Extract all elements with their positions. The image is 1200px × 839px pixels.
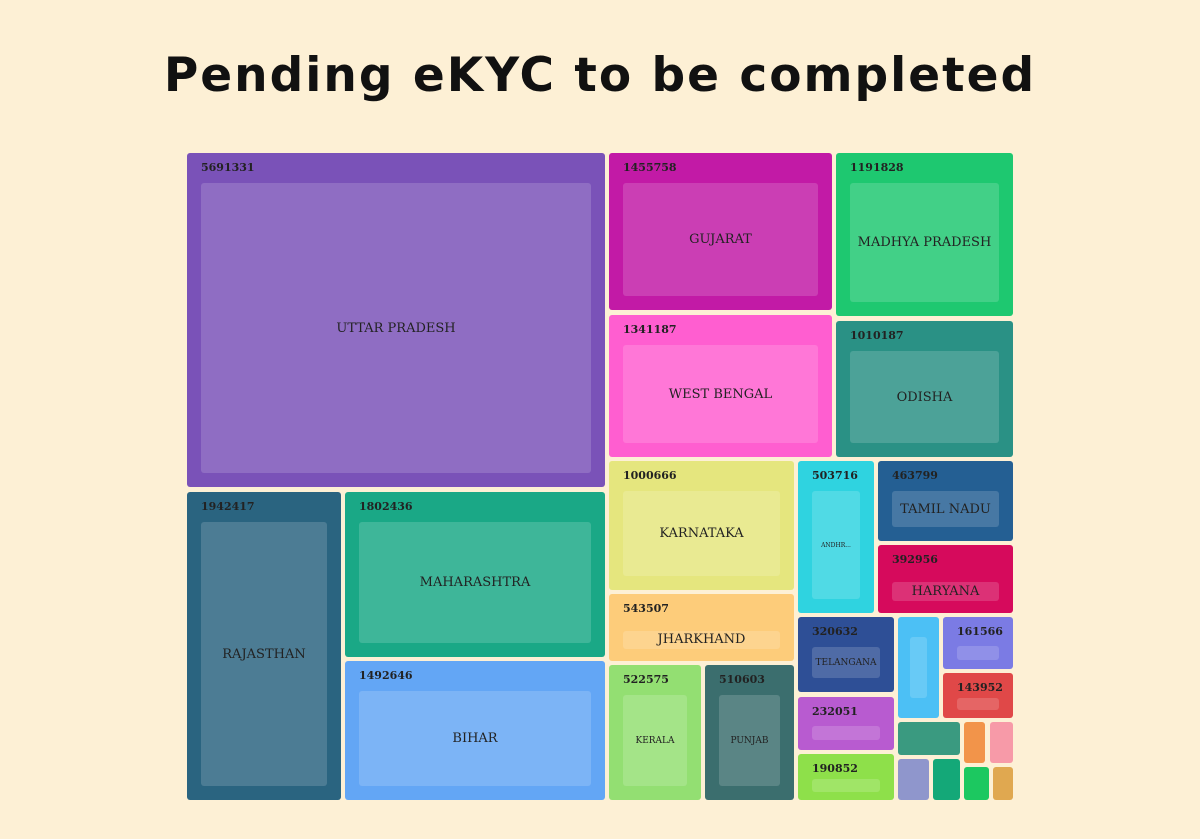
treemap-tile: [933, 759, 960, 800]
treemap-tile: [964, 767, 989, 800]
treemap-tile: 1010187 ODISHA: [836, 321, 1013, 457]
treemap-tile: 463799 TAMIL NADU: [878, 461, 1013, 541]
treemap-tile: [898, 617, 939, 718]
tile-inner: KARNATAKA: [623, 491, 780, 576]
treemap-tile: 522575 KERALA: [609, 665, 701, 800]
tile-label: MADHYA PRADESH: [857, 235, 992, 250]
tile-inner: JHARKHAND: [623, 630, 780, 649]
tile-value: 320632: [812, 625, 858, 638]
tile-value: 392956: [892, 553, 938, 566]
tile-inner: ANDHR...: [812, 491, 860, 599]
treemap-tile: 5691331 UTTAR PRADESH: [187, 153, 605, 487]
tile-inner: WEST BENGAL: [623, 345, 818, 443]
tile-inner: MADHYA PRADESH: [850, 183, 999, 302]
treemap-tile: 161566: [943, 617, 1013, 669]
tile-label: RAJASTHAN: [222, 646, 306, 662]
tile-value: 1010187: [850, 329, 904, 342]
tile-value: 522575: [623, 673, 669, 686]
tile-value: 503716: [812, 469, 858, 482]
treemap-tile: 190852: [798, 754, 894, 800]
tile-inner: TAMIL NADU: [892, 491, 999, 527]
tile-inner: RAJASTHAN: [201, 522, 327, 786]
treemap-tile: 543507 JHARKHAND: [609, 594, 794, 661]
treemap-tile: 320632 TELANGANA: [798, 617, 894, 692]
tile-inner: BIHAR: [359, 691, 591, 786]
tile-label: BIHAR: [452, 731, 498, 746]
tile-label: ODISHA: [896, 389, 953, 405]
tile-value: 190852: [812, 762, 858, 775]
tile-label: TELANGANA: [815, 657, 877, 668]
tile-inner: [812, 726, 880, 741]
treemap-tile: [898, 722, 960, 755]
treemap-tile: 1191828 MADHYA PRADESH: [836, 153, 1013, 316]
tile-label: WEST BENGAL: [668, 386, 773, 402]
tile-value: 232051: [812, 705, 858, 718]
treemap-tile: 1492646 BIHAR: [345, 661, 605, 800]
tile-value: 463799: [892, 469, 938, 482]
treemap-tile: 1341187 WEST BENGAL: [609, 315, 832, 457]
tile-label: GUJARAT: [689, 232, 752, 247]
tile-value: 1942417: [201, 500, 255, 513]
tile-label: HARYANA: [911, 584, 980, 600]
tile-value: 510603: [719, 673, 765, 686]
tile-inner: UTTAR PRADESH: [201, 183, 591, 473]
tile-label: MAHARASHTRA: [419, 575, 531, 590]
tile-value: 1455758: [623, 161, 677, 174]
tile-label: KERALA: [635, 735, 675, 746]
tile-value: 1341187: [623, 323, 677, 336]
tile-inner: [957, 697, 999, 710]
tile-value: 5691331: [201, 161, 255, 174]
treemap-tile: [993, 767, 1013, 800]
tile-value: 1000666: [623, 469, 677, 482]
chart-title: Pending eKYC to be completed: [163, 48, 1037, 103]
tile-label: TAMIL NADU: [900, 501, 991, 517]
tile-value: 1191828: [850, 161, 904, 174]
tile-value: 1492646: [359, 669, 413, 682]
tile-inner: TELANGANA: [812, 647, 880, 678]
treemap-tile: 1000666 KARNATAKA: [609, 461, 794, 590]
tile-label: KARNATAKA: [659, 526, 744, 541]
tile-label: UTTAR PRADESH: [336, 320, 456, 336]
tile-inner: KERALA: [623, 695, 687, 786]
treemap-tile: 1942417 RAJASTHAN: [187, 492, 341, 800]
treemap-tile: 510603 PUNJAB: [705, 665, 794, 800]
treemap-tile: [898, 759, 929, 800]
treemap-tile: 392956 HARYANA: [878, 545, 1013, 613]
treemap-tile: 1802436 MAHARASHTRA: [345, 492, 605, 657]
treemap-tile: 232051: [798, 697, 894, 750]
tile-inner: HARYANA: [892, 582, 999, 601]
tile-value: 161566: [957, 625, 1003, 638]
tile-inner: [957, 645, 999, 660]
tile-inner: [812, 779, 880, 792]
tile-inner: ODISHA: [850, 351, 999, 443]
treemap-tile: [990, 722, 1013, 763]
tile-value: 543507: [623, 602, 669, 615]
tile-inner: PUNJAB: [719, 695, 780, 786]
tile-inner: GUJARAT: [623, 183, 818, 296]
treemap-tile: 1455758 GUJARAT: [609, 153, 832, 310]
treemap-tile: [964, 722, 985, 763]
tile-value: 1802436: [359, 500, 413, 513]
tile-label: ANDHR...: [821, 541, 851, 549]
treemap-tile: 143952: [943, 673, 1013, 718]
tile-label: PUNJAB: [730, 735, 769, 746]
treemap-tile: 503716 ANDHR...: [798, 461, 874, 613]
tile-label: JHARKHAND: [657, 632, 746, 648]
tile-value: 143952: [957, 681, 1003, 694]
tile-inner: [910, 637, 927, 698]
tile-inner: MAHARASHTRA: [359, 522, 591, 643]
